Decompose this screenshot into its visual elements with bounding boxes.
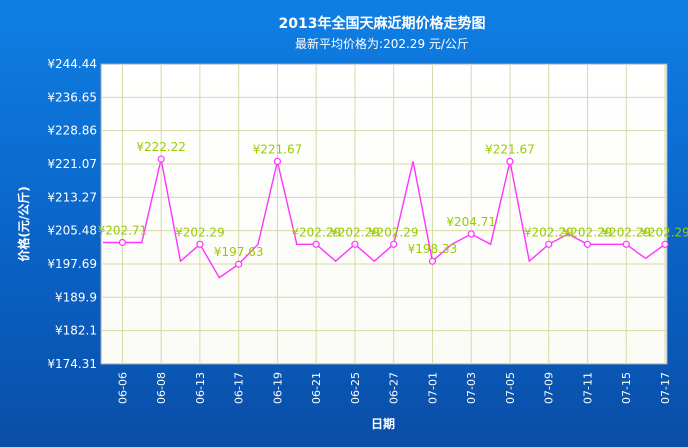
data-point [273,157,282,166]
data-label: ¥221.67 [253,142,303,156]
data-label: ¥198.33 [408,242,458,256]
data-point [235,260,243,268]
x-tick-label: 06-21 [310,372,323,404]
data-label: ¥202.71 [98,224,148,238]
x-tick-label: 07-09 [543,372,556,404]
y-tick-label: ¥213.27 [47,190,97,204]
data-label: ¥202.29 [369,225,419,239]
series-line-layer [103,158,666,279]
grid-layer [101,64,667,364]
y-axis-label: 价格(元/公斤) [16,186,31,261]
data-point [545,240,553,248]
x-tick-label: 06-06 [116,372,129,404]
data-label: ¥202.29 [175,225,225,239]
x-tick-label: 07-05 [504,372,517,404]
y-tick-label: ¥221.07 [47,157,97,171]
data-label: ¥197.63 [214,245,264,259]
y-tick-label: ¥197.69 [47,257,97,271]
x-tick-label: 06-25 [349,372,362,404]
plot-area [100,63,668,365]
x-tick-label: 06-17 [233,372,246,404]
x-tick-label: 07-01 [426,372,439,404]
data-point [351,240,359,248]
data-point [622,240,630,248]
y-tick-label: ¥174.31 [47,357,97,371]
data-label-layer: ¥202.71 ¥222.22 ¥202.29 ¥197.63 ¥221.67 ¥202.… [98,140,688,259]
data-label: ¥202.29 [524,225,574,239]
y-tick-label: ¥182.1 [55,324,97,338]
data-label: ¥202.29 [291,225,341,239]
y-axis-ticks: ¥174.31 ¥182.1 ¥189.9 ¥197.69 ¥205.48 ¥213.27… [47,57,97,371]
x-tick-label: 07-11 [581,372,594,404]
y-tick-label: ¥244.44 [47,57,97,71]
data-label: ¥202.29 [640,225,688,239]
x-axis-label: 日期 [371,416,395,431]
x-tick-label: 06-27 [388,372,401,404]
data-point [390,240,398,248]
x-axis-ticks: 06-06 06-08 06-13 06-17 06-19 06-21 06-25 06-27… [116,372,672,404]
x-tick-label: 06-19 [271,372,284,404]
data-point [118,238,126,247]
data-point [661,240,669,248]
data-point [506,157,514,166]
data-point [196,240,204,248]
data-label: ¥202.29 [563,225,613,239]
data-point [428,257,437,265]
y-tick-label: ¥189.9 [55,290,97,304]
data-label: ¥202.29 [601,225,651,239]
x-tick-label: 06-08 [155,372,168,404]
data-point [312,240,320,248]
x-tick-label: 07-03 [465,372,478,404]
series-line [103,158,666,279]
data-point [157,155,165,163]
y-tick-label: ¥205.48 [47,224,97,238]
chart-subtitle: 最新平均价格为:202.29 元/公斤 [295,36,469,51]
y-tick-label: ¥228.86 [47,124,97,138]
chart-title: 2013年全国天麻近期价格走势图 [279,15,486,32]
data-label: ¥202.29 [330,225,380,239]
data-point [583,240,592,248]
x-tick-label: 06-13 [194,372,207,404]
y-tick-label: ¥236.65 [47,90,97,104]
data-label: ¥221.67 [485,142,535,156]
x-tick-label: 07-17 [659,372,672,404]
data-label: ¥222.22 [136,140,186,154]
data-point-layer [118,155,669,268]
data-point [467,230,475,238]
x-tick-label: 07-15 [620,372,633,404]
data-label: ¥204.71 [446,215,496,229]
